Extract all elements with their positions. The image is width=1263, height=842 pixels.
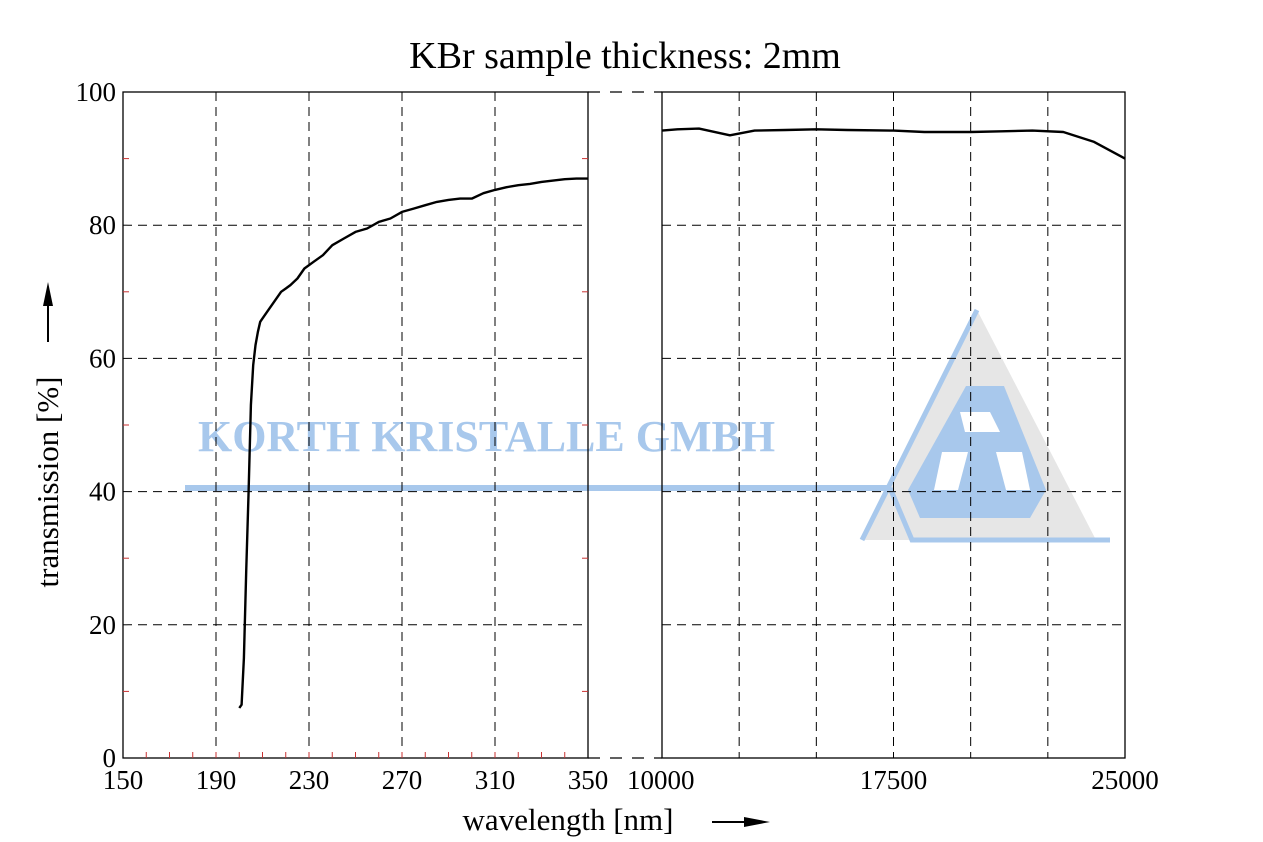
x-tick-label: 17500 [860, 765, 928, 795]
x-axis-label: wavelength [nm] [463, 802, 674, 837]
x-tick-label: 230 [289, 765, 330, 795]
korth-logo-icon [859, 308, 1110, 543]
y-tick-label: 100 [76, 77, 117, 107]
y-tick-labels: 0 20 40 60 80 100 [76, 77, 117, 773]
x-tick-label: 10000 [627, 765, 695, 795]
series-line [661, 127, 1126, 160]
curves [238, 127, 1126, 709]
x-tick-label: 190 [196, 765, 237, 795]
y-tick-label: 60 [89, 343, 116, 373]
series-line [238, 177, 588, 709]
minor-ticks [123, 158, 588, 758]
y-tick-label: 20 [89, 610, 116, 640]
x-axis-arrow-icon [712, 817, 770, 827]
x-tick-labels: 150 190 230 270 310 350 10000 17500 25000 [103, 765, 1159, 795]
chart-title: KBr sample thickness: 2mm [409, 35, 841, 77]
plot-frame [661, 91, 1126, 759]
y-tick-label: 80 [89, 210, 116, 240]
y-tick-label: 0 [103, 743, 117, 773]
x-tick-label: 310 [475, 765, 516, 795]
x-tick-label: 25000 [1091, 765, 1159, 795]
y-axis-label: transmission [%] [30, 377, 65, 588]
watermark: KORTH KRISTALLE GMBH [185, 308, 1110, 543]
x-tick-label: 350 [568, 765, 609, 795]
grid-lines [123, 92, 1125, 758]
x-tick-label: 270 [382, 765, 423, 795]
x-tick-label: 150 [103, 765, 144, 795]
y-axis-arrow-icon [43, 282, 53, 342]
watermark-text: KORTH KRISTALLE GMBH [198, 412, 775, 461]
y-tick-label: 40 [89, 477, 116, 507]
